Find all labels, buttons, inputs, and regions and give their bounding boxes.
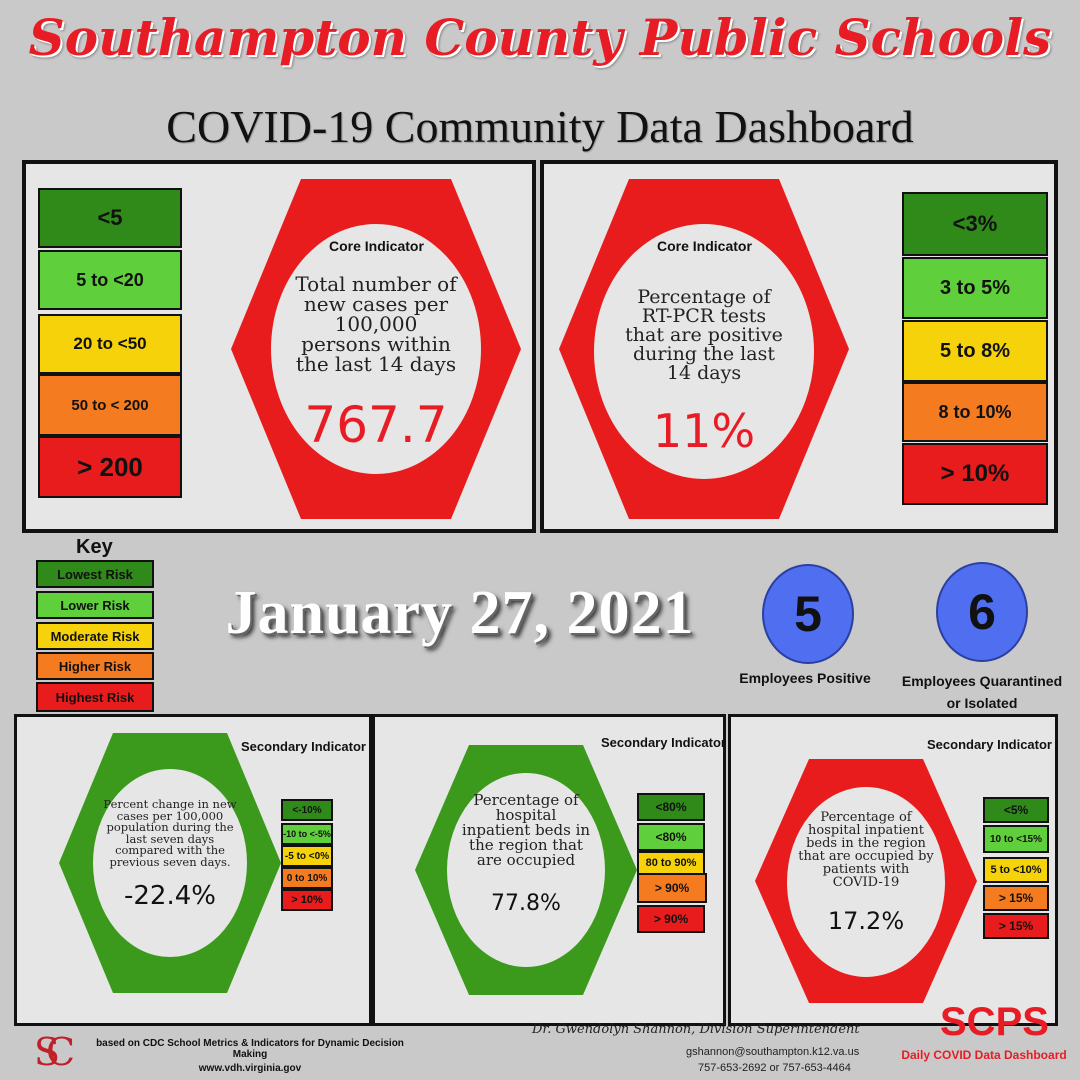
secondary-indicator-panel-2: Secondary Indicator Percentage of hospita…	[372, 714, 726, 1026]
hexagon-green-2: Percentage of hospital inpatient beds in th…	[411, 741, 641, 999]
report-date: January 27, 2021	[225, 579, 695, 647]
key-title: Key	[76, 536, 113, 558]
scale-box-lowest: <5	[38, 188, 182, 248]
hexagon-red-2: Core Indicator Percentage of RT-PCR tests…	[554, 174, 854, 524]
scale-box-higher: > 90%	[637, 873, 707, 903]
brand-tagline: Daily COVID Data Dashboard	[901, 1048, 1067, 1062]
scale-box-higher: 0 to 10%	[281, 867, 333, 889]
secondary-indicator-panel-1: Secondary Indicator Percent change in ne…	[14, 714, 372, 1026]
scale-box-higher: 50 to < 200	[38, 374, 182, 436]
scale-box-lower: <80%	[637, 823, 705, 851]
scale-box-moderate: 80 to 90%	[637, 851, 705, 875]
secondary-indicator-description: Percentage of hospital inpatient beds in t…	[798, 810, 934, 890]
superintendent-email[interactable]: gshannon@southampton.k12.va.us	[686, 1046, 860, 1058]
key-lowest-risk: Lowest Risk	[36, 560, 154, 588]
scale-box-lower: 3 to 5%	[902, 257, 1048, 319]
scale-box-lower: 10 to <15%	[983, 825, 1049, 853]
scale-box-lower: -10 to <-5%	[281, 823, 333, 845]
covid-beds-value: 17.2%	[827, 907, 905, 935]
secondary-indicator-label: Secondary Indicator	[927, 737, 1052, 752]
scale-box-lowest: <-10%	[281, 799, 333, 821]
scale-box-higher: 8 to 10%	[902, 382, 1048, 442]
core-indicator-panel-1: <5 5 to <20 20 to <50 50 to < 200 > 200 …	[22, 160, 536, 533]
hexagon-red-1: Core Indicator Total number of new cases …	[226, 174, 526, 524]
employees-positive-count: 5	[762, 564, 854, 664]
key-higher-risk: Higher Risk	[36, 652, 154, 680]
percent-change-value: -22.4%	[124, 881, 216, 911]
scale-box-highest: > 200	[38, 436, 182, 498]
core-indicator-label: Core Indicator	[329, 238, 424, 254]
scps-logo-icon: SC	[34, 1030, 75, 1074]
positivity-value: 11%	[652, 404, 756, 458]
secondary-indicator-description: Percent change in new cases per 100,000 po…	[103, 797, 237, 869]
scps-brand: SCPS	[940, 1000, 1049, 1044]
hexagon-green-1: Percent change in new cases per 100,000 po…	[55, 729, 285, 997]
secondary-indicator-label: Secondary Indicator	[241, 739, 366, 754]
scale-box-highest: > 15%	[983, 913, 1049, 939]
scale-box-highest: > 90%	[637, 905, 705, 933]
page-subtitle: COVID-19 Community Data Dashboard	[166, 101, 914, 152]
core-indicator-label: Core Indicator	[657, 238, 752, 254]
core-indicator-description: Total number of new cases per 100,000 perso…	[295, 272, 457, 376]
scale-box-moderate: 5 to <10%	[983, 857, 1049, 883]
superintendent-phone: 757-653-2692 or 757-653-4464	[698, 1062, 851, 1074]
core-indicator-description: Percentage of RT-PCR tests that are positi…	[625, 286, 783, 384]
new-cases-value: 767.7	[304, 396, 448, 454]
scale-box-higher: > 15%	[983, 885, 1049, 911]
scale-box-lowest: <80%	[637, 793, 705, 821]
core-indicator-panel-2: Core Indicator Percentage of RT-PCR tests…	[540, 160, 1058, 533]
scale-box-moderate: 20 to <50	[38, 314, 182, 374]
key-highest-risk: Highest Risk	[36, 682, 154, 712]
hexagon-red-3: Percentage of hospital inpatient beds in t…	[751, 755, 981, 1007]
source-credit: based on CDC School Metrics & Indicators…	[96, 1038, 404, 1074]
superintendent-name: Dr. Gwendolyn Shannon, Division Superint…	[532, 1022, 860, 1037]
beds-occupied-value: 77.8%	[491, 891, 561, 916]
scale-box-moderate: 5 to 8%	[902, 320, 1048, 382]
employees-quarantined-label: Employees Quarantined or Isolated	[901, 673, 1063, 712]
scale-box-highest: > 10%	[902, 443, 1048, 505]
scale-box-highest: > 10%	[281, 889, 333, 911]
employees-positive-label: Employees Positive	[739, 670, 871, 686]
key-moderate-risk: Moderate Risk	[36, 622, 154, 650]
secondary-indicator-panel-3: Secondary Indicator Percentage of hospita…	[728, 714, 1058, 1026]
scale-box-lowest: <5%	[983, 797, 1049, 823]
page-title: Southampton County Public Schools	[28, 8, 1052, 67]
scale-box-moderate: -5 to <0%	[281, 845, 333, 867]
secondary-indicator-description: Percentage of hospital inpatient beds in th…	[461, 791, 591, 869]
key-lower-risk: Lower Risk	[36, 591, 154, 619]
employees-quarantined-count: 6	[936, 562, 1028, 662]
secondary-indicator-label: Secondary Indicator	[601, 735, 726, 750]
scale-box-lower: 5 to <20	[38, 250, 182, 310]
risk-key: Key Lowest Risk Lower Risk Moderate Risk…	[36, 536, 160, 716]
scale-box-lowest: <3%	[902, 192, 1048, 256]
